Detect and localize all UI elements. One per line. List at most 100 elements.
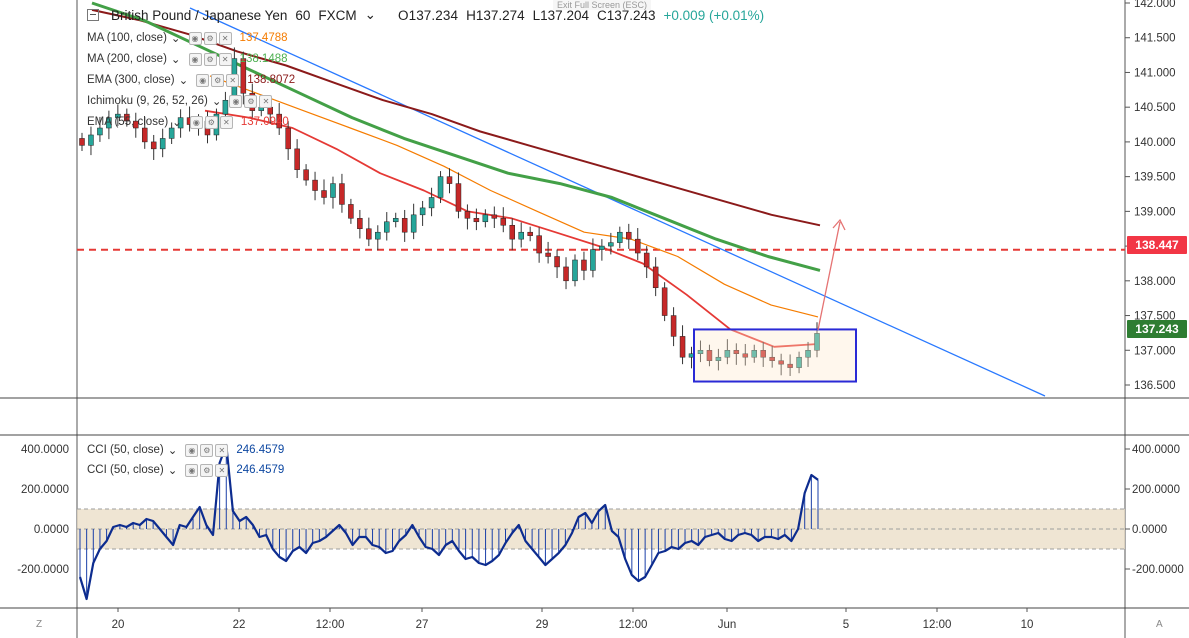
candle-body <box>491 214 498 219</box>
exchange-label[interactable]: FXCM <box>318 7 357 23</box>
close-icon[interactable]: ✕ <box>219 115 233 129</box>
indicator-legend[interactable]: Ichimoku (9, 26, 52, 26) ⌄ ◉ ⚙ ✕ <box>87 94 280 108</box>
indicator-label[interactable]: Ichimoku (9, 26, 52, 26) <box>87 95 208 107</box>
candle <box>652 257 659 297</box>
candle-body <box>733 350 740 354</box>
resistance-price-tag: 138.447 <box>1127 236 1187 254</box>
candle-body <box>366 228 372 240</box>
candle-body <box>545 252 551 257</box>
chevron-down-icon[interactable]: ⌄ <box>167 445 178 457</box>
candle-body <box>97 127 103 136</box>
candle-body <box>500 218 507 226</box>
projection-arrow-line <box>817 221 841 331</box>
eye-icon[interactable]: ◉ <box>188 52 202 66</box>
eye-icon[interactable]: ◉ <box>189 115 203 129</box>
gear-icon[interactable]: ⚙ <box>203 52 217 66</box>
exit-fullscreen-button[interactable]: Exit Full Screen (ESC) <box>553 0 652 10</box>
candle-body <box>312 179 318 191</box>
candle-body <box>554 256 560 268</box>
gear-icon[interactable]: ⚙ <box>244 94 258 108</box>
eye-icon[interactable]: ◉ <box>196 73 210 87</box>
price-tick-label: 136.500 <box>1134 380 1176 392</box>
cci-tick-label-left: 200.0000 <box>21 484 69 496</box>
cci-tick-label-left: 0.0000 <box>34 524 69 536</box>
chevron-down-icon[interactable]: ⌄ <box>178 75 189 87</box>
indicator-legend[interactable]: MA (100, close) ⌄ ◉ ⚙ ✕ 137.4788 <box>87 31 288 45</box>
candle <box>115 104 121 126</box>
symbol-name[interactable]: British Pound / Japanese Yen <box>111 7 288 23</box>
gear-icon[interactable]: ⚙ <box>211 73 225 87</box>
ohlc-close: C137.243 <box>596 7 656 23</box>
cci-legend[interactable]: CCI (50, close) ⌄ ◉ ⚙ ✕ 246.4579 <box>87 443 284 457</box>
candle-body <box>482 214 489 223</box>
cci-legend[interactable]: CCI (50, close) ⌄ ◉ ⚙ ✕ 246.4579 <box>87 463 284 477</box>
close-icon[interactable]: ✕ <box>226 73 240 87</box>
gear-icon[interactable]: ⚙ <box>200 463 214 477</box>
candle-body <box>168 127 175 139</box>
chevron-down-icon[interactable]: ⌄ <box>172 117 182 129</box>
gear-icon[interactable]: ⚙ <box>203 31 217 45</box>
chevron-down-icon[interactable]: ⌄ <box>211 96 222 108</box>
candle-body <box>742 353 749 358</box>
eye-icon[interactable]: ◉ <box>185 463 199 477</box>
candle <box>437 171 444 204</box>
close-icon[interactable]: ✕ <box>218 31 232 45</box>
indicator-label[interactable]: EMA (300, close) <box>87 74 175 86</box>
candle-body <box>240 58 247 94</box>
candle-body <box>787 363 793 368</box>
indicator-legend[interactable]: EMA (300, close) ⌄ ◉ ⚙ ✕ 138.8072 <box>87 73 295 87</box>
auto-scale-icon[interactable]: A <box>1156 619 1163 630</box>
candle <box>285 121 291 160</box>
candle-body <box>581 259 587 271</box>
candle <box>787 354 793 376</box>
close-icon[interactable]: ✕ <box>259 94 273 108</box>
candle-body <box>375 231 381 240</box>
ohlc-low: L137.204 <box>532 7 589 23</box>
cci-tick-label: 0.0000 <box>1132 524 1167 536</box>
candle <box>608 232 614 255</box>
cci-label[interactable]: CCI (50, close) <box>87 444 164 456</box>
indicator-legend[interactable]: MA (200, close) ⌄ ◉ ⚙ ✕ 138.1488 <box>87 52 288 66</box>
gear-icon[interactable]: ⚙ <box>200 443 214 457</box>
indicator-label[interactable]: MA (200, close) <box>87 53 167 65</box>
chevron-down-icon[interactable]: ⌄ <box>167 465 178 477</box>
candle <box>375 225 381 251</box>
chevron-down-icon[interactable]: ⌄ <box>364 7 376 22</box>
time-tick-label: 12:00 <box>923 619 952 631</box>
close-icon[interactable]: ✕ <box>215 443 229 457</box>
cci-label[interactable]: CCI (50, close) <box>87 464 164 476</box>
indicator-label[interactable]: EMA (55, close) <box>87 116 169 128</box>
candle <box>733 343 740 365</box>
candle-body <box>590 249 596 271</box>
candle-body <box>446 176 453 184</box>
trend-line <box>189 7 1046 397</box>
indicator-label[interactable]: MA (100, close) <box>87 32 167 44</box>
eye-icon[interactable]: ◉ <box>185 443 199 457</box>
indicator-legend[interactable]: EMA (55, close) ⌄ ◉ ⚙ ✕ 137.0940 <box>87 115 289 129</box>
candle <box>679 325 686 365</box>
candle <box>626 223 632 249</box>
close-icon[interactable]: ✕ <box>215 463 229 477</box>
symbol-header: British Pound / Japanese Yen 60 FXCM ⌄ O… <box>87 7 764 23</box>
candle <box>150 134 157 160</box>
collapse-icon[interactable] <box>87 9 99 21</box>
ma-series-line <box>204 109 819 348</box>
zoom-icon[interactable]: Z <box>36 619 43 630</box>
candle-body <box>679 336 686 358</box>
time-tick-label: 27 <box>416 619 429 631</box>
price-tick-label: 139.500 <box>1134 172 1176 184</box>
price-tick-label: 140.000 <box>1134 137 1176 149</box>
price-tick-label: 137.500 <box>1134 311 1176 323</box>
eye-icon[interactable]: ◉ <box>229 94 243 108</box>
eye-icon[interactable]: ◉ <box>188 31 202 45</box>
candle-body <box>428 197 435 209</box>
interval-label[interactable]: 60 <box>295 7 311 23</box>
gear-icon[interactable]: ⚙ <box>204 115 218 129</box>
cci-band <box>77 509 1125 549</box>
close-icon[interactable]: ✕ <box>218 52 232 66</box>
chevron-down-icon[interactable]: ⌄ <box>170 54 181 66</box>
price-tick-label: 137.000 <box>1134 345 1176 357</box>
chevron-down-icon[interactable]: ⌄ <box>170 33 181 45</box>
candle-body <box>652 266 659 289</box>
candle <box>509 218 515 251</box>
